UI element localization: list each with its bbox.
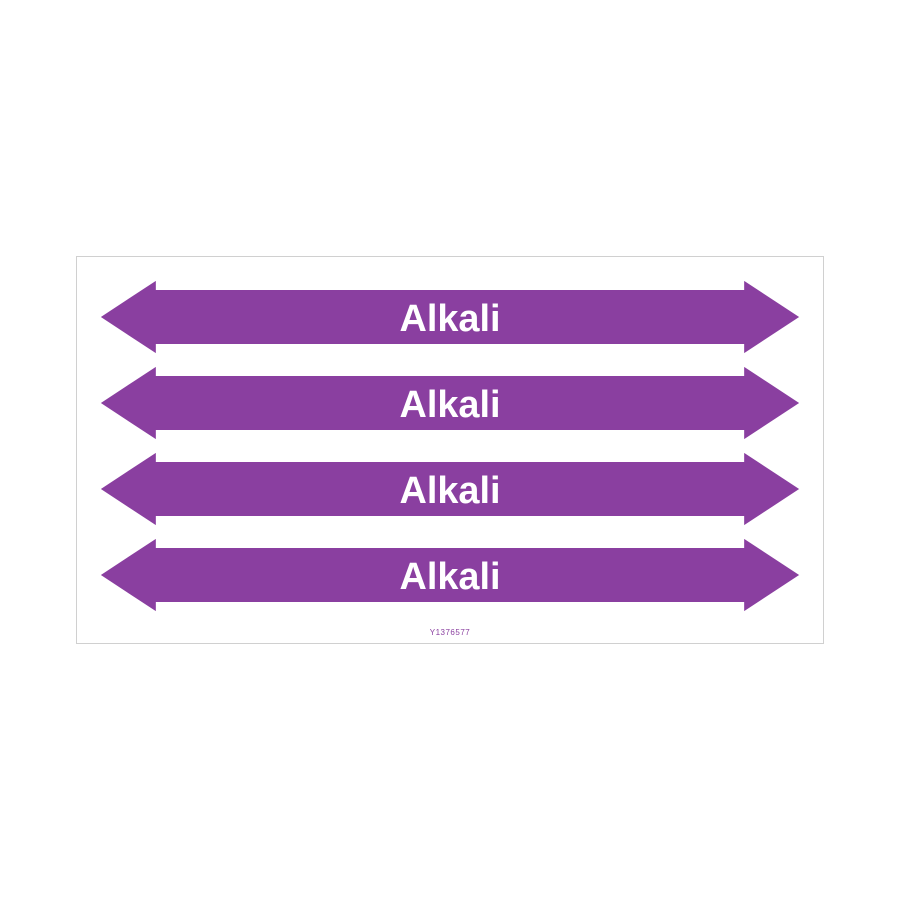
pipe-marker-arrow: Alkali [99,537,801,613]
pipe-marker-arrow: Alkali [99,279,801,355]
pipe-marker-row: Alkali [99,365,801,441]
pipe-marker-label: Alkali [399,384,500,426]
label-sheet: Alkali Alkali Alkali Alkali Y1376577 [76,256,824,644]
pipe-marker-label: Alkali [399,298,500,340]
pipe-marker-row: Alkali [99,537,801,613]
pipe-marker-arrow: Alkali [99,365,801,441]
pipe-marker-label: Alkali [399,556,500,598]
pipe-marker-label: Alkali [399,470,500,512]
pipe-marker-row: Alkali [99,451,801,527]
pipe-marker-row: Alkali [99,279,801,355]
product-code: Y1376577 [77,628,823,637]
pipe-marker-arrow: Alkali [99,451,801,527]
